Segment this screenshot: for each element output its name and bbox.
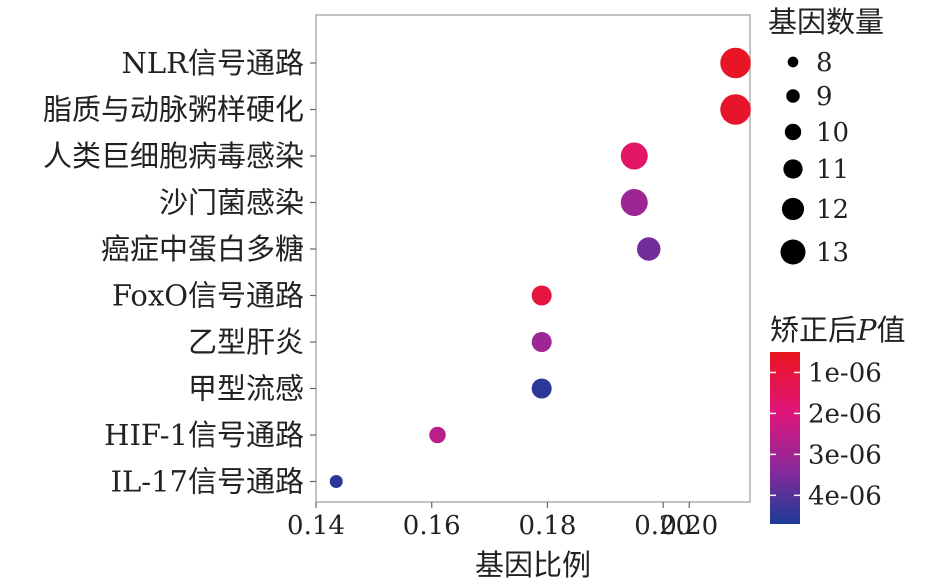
size-legend-dot [780, 239, 806, 265]
y-axis-ticks [310, 62, 316, 483]
category-label: 乙型肝炎 [188, 325, 304, 359]
x-tick-label: 0.14 [287, 511, 345, 541]
data-point [720, 47, 751, 79]
size-legend-dot [783, 159, 803, 179]
x-tick-label: 0.16 [403, 511, 461, 541]
category-label: 甲型流感 [188, 372, 304, 406]
category-label: 人类巨细胞病毒感染 [43, 139, 304, 173]
category-label: IL-17信号通路 [111, 465, 304, 499]
x-tick-label: 0.18 [519, 511, 577, 541]
data-point [720, 94, 751, 125]
data-point [329, 475, 343, 488]
data-point [620, 142, 648, 170]
data-point [531, 285, 552, 306]
size-legend-label: 10 [816, 118, 849, 148]
size-legend-dot [786, 89, 800, 103]
size-legend-dot [787, 56, 799, 68]
size-legend-label: 11 [816, 155, 849, 185]
size-legend-label: 8 [816, 48, 833, 78]
category-label: HIF-1信号通路 [104, 418, 304, 452]
color-legend-label: 4e-06 [808, 481, 882, 511]
color-legend-label: 3e-06 [808, 440, 882, 470]
data-point [620, 189, 648, 216]
data-point [531, 378, 552, 399]
plot-panel [315, 14, 751, 503]
size-legend-label: 13 [816, 238, 849, 268]
category-label: 沙门菌感染 [159, 186, 304, 220]
color-legend-title-suffix: 值 [877, 313, 906, 347]
color-legend-bar [770, 352, 800, 524]
size-legend-dot [784, 123, 802, 141]
x-tick-label: 0.20 [634, 511, 692, 541]
category-label: 癌症中蛋白多糖 [101, 232, 304, 266]
data-point [531, 332, 552, 352]
data-point [429, 426, 446, 444]
category-label: NLR信号通路 [122, 46, 304, 80]
data-points [329, 47, 751, 488]
size-legend: 8 9 10 11 12 13 [780, 48, 849, 268]
data-point [636, 237, 661, 261]
size-legend-label: 12 [816, 195, 849, 225]
x-axis-ticks: 0.14 0.16 0.18 0.200.20 [287, 502, 718, 541]
x-axis-title: 基因比例 [475, 548, 591, 582]
size-legend-dot [781, 197, 805, 221]
color-legend-title: 矫正后P值 [770, 313, 906, 347]
color-legend-title-prefix: 矫正后 [770, 313, 857, 347]
color-legend-label: 1e-06 [808, 358, 882, 388]
size-legend-title: 基因数量 [768, 5, 884, 39]
category-label: FoxO信号通路 [112, 279, 304, 313]
x-tick-label: 0.20 [660, 511, 718, 541]
size-legend-label: 9 [816, 82, 833, 112]
category-label: 脂质与动脉粥样硬化 [43, 93, 304, 127]
color-legend-ticks: 1e-06 2e-06 3e-06 4e-06 [770, 358, 882, 511]
color-legend-title-var: P [856, 313, 877, 347]
color-legend-label: 2e-06 [808, 399, 882, 429]
